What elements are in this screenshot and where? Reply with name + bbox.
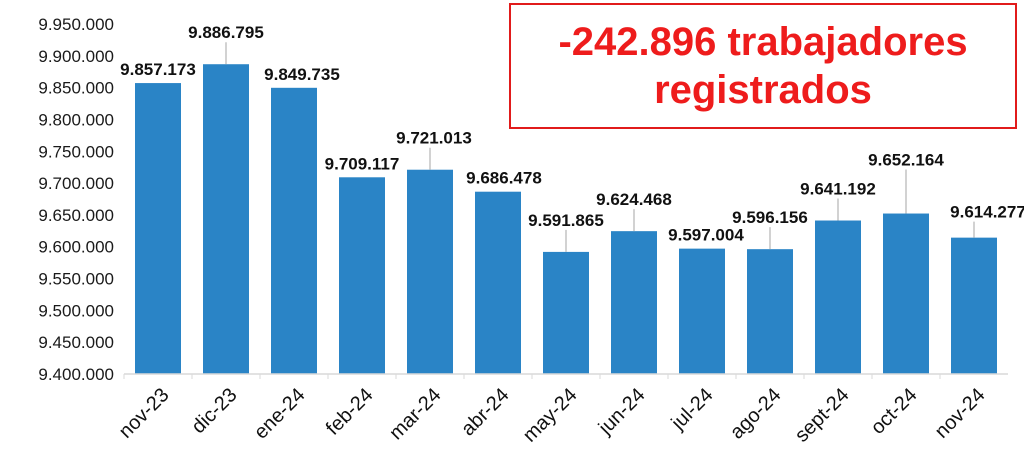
x-tick-label: mar-24: [385, 384, 445, 444]
x-tick-label: abr-24: [457, 384, 513, 440]
x-tick-label: nov-24: [931, 384, 990, 443]
data-label: 9.709.117: [325, 154, 400, 173]
data-label: 9.591.865: [528, 211, 604, 230]
bar-nov-23: [135, 83, 181, 375]
data-label: 9.597.004: [668, 226, 744, 245]
bar-oct-24: [883, 213, 929, 374]
y-tick-label: 9.800.000: [38, 110, 114, 129]
data-label: 9.624.468: [596, 190, 672, 209]
bar-jun-24: [611, 231, 657, 374]
data-label: 9.686.478: [466, 169, 542, 188]
y-axis: 9.400.000 9.450.000 9.500.000 9.550.000 9.60…: [38, 15, 114, 384]
x-tick-label: jun-24: [594, 384, 650, 440]
data-label: 9.614.277: [950, 203, 1024, 222]
bar-dic-23: [203, 64, 249, 374]
bar-mar-24: [407, 169, 453, 374]
x-tick-label: ene-24: [250, 384, 310, 444]
y-tick-label: 9.950.000: [38, 15, 114, 34]
data-label: 9.857.173: [120, 60, 196, 79]
x-tick-label: ago-24: [726, 384, 786, 444]
data-label: 9.641.192: [800, 180, 876, 199]
bar-abr-24: [475, 191, 521, 374]
y-tick-label: 9.650.000: [38, 206, 114, 225]
x-tick-label: jul-24: [667, 384, 718, 435]
bar-may-24: [543, 251, 589, 374]
x-tick-label: dic-23: [187, 384, 241, 438]
data-label: 9.596.156: [732, 208, 808, 227]
x-tick-label: feb-24: [322, 384, 378, 440]
x-tick-label: nov-23: [115, 384, 174, 443]
y-tick-label: 9.400.000: [38, 365, 114, 384]
label-leader-lines: [225, 42, 975, 252]
data-labels: 9.857.173 9.886.795 9.849.735 9.709.117 9.72…: [120, 23, 1024, 244]
bar-jul-24: [679, 248, 725, 374]
data-label: 9.652.164: [868, 151, 944, 170]
bar-sept-24: [815, 220, 861, 374]
bar-ene-24: [271, 87, 317, 375]
x-tick-label: may-24: [519, 384, 582, 447]
data-label: 9.886.795: [188, 23, 264, 42]
bar-nov-24: [951, 237, 997, 374]
y-tick-label: 9.600.000: [38, 238, 114, 257]
y-tick-label: 9.700.000: [38, 174, 114, 193]
x-tick-label: oct-24: [867, 384, 922, 439]
x-axis: nov-23 dic-23 ene-24 feb-24 mar-24 abr-24 may-…: [115, 373, 1008, 447]
y-tick-label: 9.500.000: [38, 301, 114, 320]
y-tick-label: 9.750.000: [38, 142, 114, 161]
chart-title-box: -242.896 trabajadores registrados: [509, 3, 1017, 129]
y-tick-label: 9.850.000: [38, 79, 114, 98]
data-label: 9.721.013: [396, 129, 472, 148]
y-tick-label: 9.900.000: [38, 47, 114, 66]
bar-feb-24: [339, 177, 385, 374]
y-tick-label: 9.550.000: [38, 270, 114, 289]
x-tick-label: sept-24: [791, 384, 854, 447]
bar-ago-24: [747, 249, 793, 374]
data-label: 9.849.735: [264, 65, 340, 84]
chart-title: -242.896 trabajadores registrados: [558, 20, 968, 112]
bars: [135, 64, 997, 375]
y-tick-label: 9.450.000: [38, 333, 114, 352]
